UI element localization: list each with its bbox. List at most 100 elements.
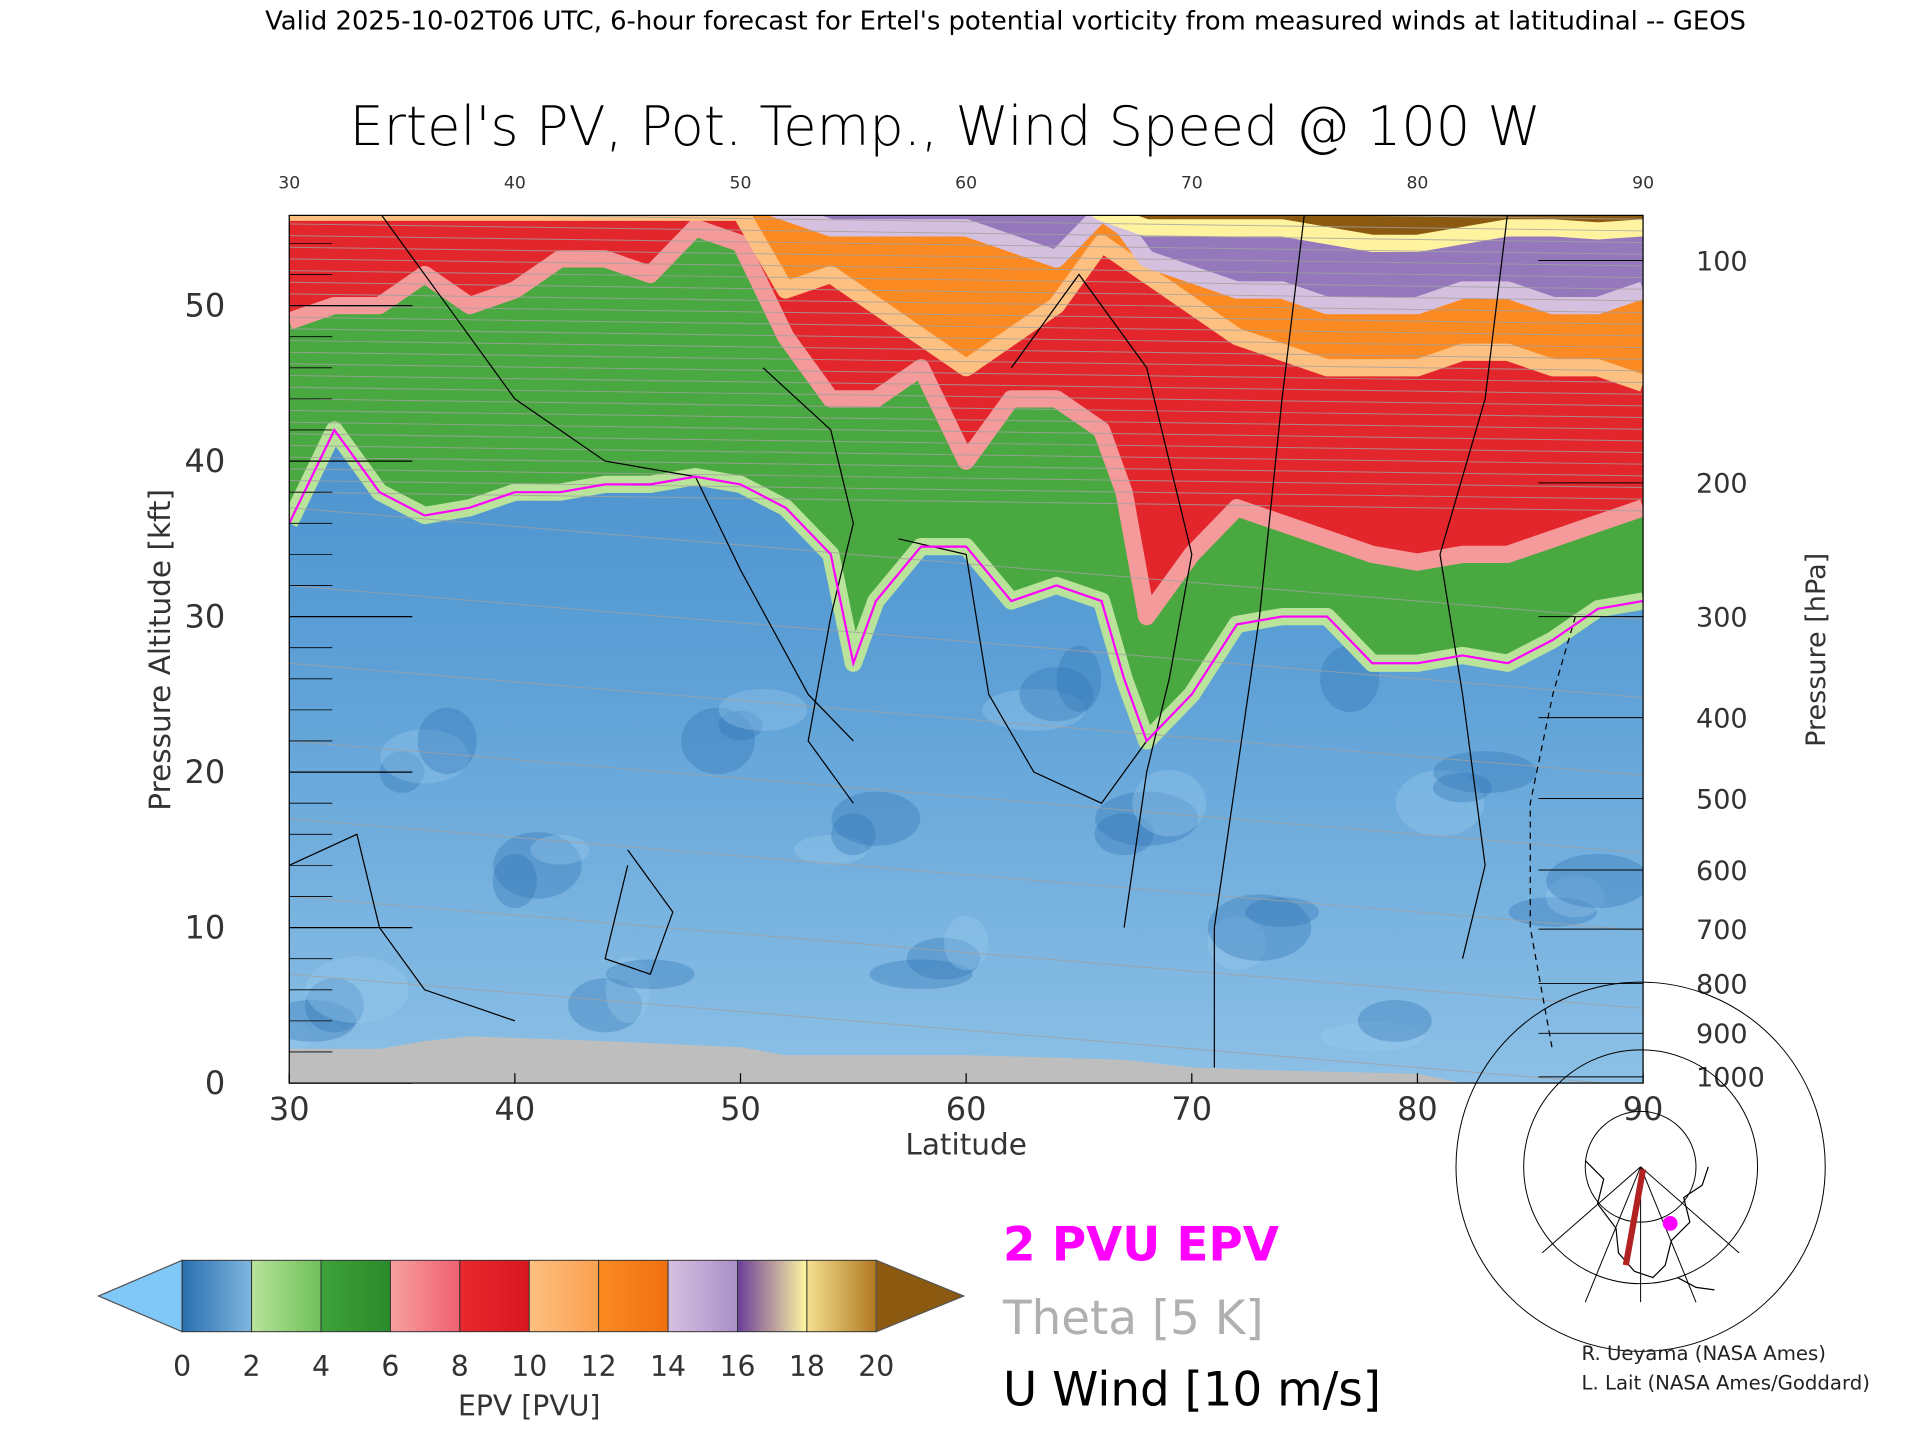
x-tick-label: 40 bbox=[495, 1090, 536, 1128]
credit-line-1: R. Ueyama (NASA Ames) bbox=[1582, 1342, 1826, 1365]
y-tick-label: 0 bbox=[205, 1064, 225, 1102]
colorbar-label: EPV [PVU] bbox=[458, 1389, 601, 1422]
theta-contour bbox=[289, 421, 1644, 442]
colorbar-tick-label: 6 bbox=[381, 1350, 399, 1383]
pv-patch bbox=[1546, 853, 1644, 908]
pv-patch bbox=[906, 937, 981, 980]
colorbar-segment bbox=[459, 1259, 530, 1333]
header-caption: Valid 2025-10-02T06 UTC, 6-hour forecast… bbox=[265, 7, 1746, 37]
theta-contour bbox=[289, 410, 1644, 430]
pv-patch bbox=[492, 853, 538, 909]
pv-patch bbox=[1395, 769, 1485, 837]
colorbar-segment bbox=[320, 1259, 391, 1333]
pressure-tick-label: 200 bbox=[1696, 469, 1748, 500]
x-tick-label: 60 bbox=[946, 1090, 987, 1128]
location-dot bbox=[1662, 1216, 1678, 1231]
pv-band-edge-14 bbox=[768, 215, 1644, 315]
pv-patch bbox=[1545, 875, 1605, 918]
pv-patch bbox=[1433, 751, 1537, 793]
wind-contour bbox=[1439, 215, 1508, 959]
x-tick-label: 50 bbox=[720, 1090, 761, 1128]
x-tick-label: 70 bbox=[1171, 1090, 1212, 1128]
pressure-tick-label: 600 bbox=[1696, 856, 1748, 887]
colorbar-segment bbox=[389, 1259, 461, 1333]
y-tick-label: 30 bbox=[185, 598, 226, 636]
theta-contour bbox=[289, 507, 1644, 621]
pv-patch bbox=[869, 959, 973, 989]
pv-patch bbox=[1019, 667, 1094, 722]
theta-contour bbox=[289, 895, 1644, 1009]
pv-patch bbox=[1433, 772, 1493, 803]
pv-band-edge-18 bbox=[1090, 215, 1644, 252]
x-tick-label: 80 bbox=[1397, 1090, 1438, 1128]
wind-contour bbox=[1010, 273, 1193, 928]
x-top-tick-label: 30 bbox=[278, 173, 300, 193]
theta-contour bbox=[289, 293, 1644, 314]
wind-contour bbox=[604, 849, 674, 976]
x-top-tick-label: 80 bbox=[1406, 173, 1428, 193]
colorbar-tick-label: 8 bbox=[451, 1350, 469, 1383]
pv-patch bbox=[605, 956, 650, 1024]
theta-contour bbox=[479, 215, 1644, 232]
theta-contour bbox=[289, 258, 1644, 279]
pv-patch bbox=[304, 978, 364, 1033]
theta-contour bbox=[289, 398, 1644, 419]
pv-patch bbox=[305, 956, 409, 1024]
x-top-tick-label: 50 bbox=[730, 173, 752, 193]
x-top-tick-label: 40 bbox=[504, 173, 526, 193]
pressure-tick-label: 900 bbox=[1696, 1019, 1748, 1050]
pv-patch bbox=[1207, 916, 1267, 971]
colorbar-tick-label: 18 bbox=[789, 1350, 825, 1383]
y-axis-right-label: Pressure [hPa] bbox=[1801, 553, 1832, 747]
theta-contour bbox=[289, 281, 1644, 302]
theta-contour bbox=[289, 305, 1644, 325]
pv-band-18 bbox=[289, 215, 1644, 244]
x-top-tick-label: 90 bbox=[1632, 173, 1654, 193]
y-axis-label: Pressure Altitude [kft] bbox=[143, 489, 177, 811]
pv-patch bbox=[1132, 769, 1207, 837]
pressure-tick-label: 1000 bbox=[1696, 1063, 1765, 1094]
pv-patch bbox=[568, 978, 643, 1033]
theta-contour bbox=[289, 445, 1644, 465]
colorbar-segment bbox=[598, 1259, 669, 1333]
colorbar-tick-label: 16 bbox=[719, 1350, 755, 1383]
theta-contour bbox=[289, 662, 1644, 776]
theta-contour bbox=[289, 235, 1644, 255]
theta-contour bbox=[289, 818, 1644, 932]
pv-patch bbox=[831, 791, 921, 846]
pv-band-edge-6 bbox=[289, 219, 1644, 626]
colorbar-tick-label: 14 bbox=[650, 1350, 686, 1383]
plot-area bbox=[288, 214, 1644, 1084]
theta-contour bbox=[1325, 215, 1644, 220]
pv-patch bbox=[718, 710, 763, 741]
theta-contour bbox=[289, 328, 1644, 349]
theta-contour bbox=[289, 740, 1644, 854]
theta-contour bbox=[289, 456, 1644, 477]
pv-patch bbox=[793, 835, 868, 865]
wind-contour bbox=[380, 215, 854, 742]
pv-patch bbox=[718, 688, 808, 731]
theta-contour bbox=[289, 480, 1644, 500]
theta-contour bbox=[289, 246, 1644, 267]
pv-patch bbox=[944, 916, 989, 971]
theta-contour bbox=[289, 351, 1644, 372]
colorbar-tick-label: 4 bbox=[312, 1350, 330, 1383]
pressure-tick-label: 500 bbox=[1696, 784, 1748, 815]
pv-patch bbox=[380, 729, 469, 784]
y-tick-label: 10 bbox=[185, 909, 226, 947]
x-tick-label: 90 bbox=[1623, 1090, 1664, 1128]
theta-contour bbox=[289, 316, 1644, 337]
pv-patch bbox=[417, 707, 477, 775]
colorbar-tick-label: 10 bbox=[511, 1350, 547, 1383]
colorbar-segment bbox=[806, 1259, 877, 1333]
pv-patch bbox=[982, 688, 1086, 731]
pv-patch bbox=[681, 707, 755, 775]
pv-patch bbox=[1056, 645, 1102, 713]
theta-contour bbox=[289, 340, 1644, 360]
theta-contour bbox=[289, 386, 1644, 407]
chart-title: Ertel's PV, Pot. Temp., Wind Speed @ 100… bbox=[349, 95, 1540, 158]
pressure-tick-label: 300 bbox=[1696, 602, 1748, 633]
colorbar-tick-label: 12 bbox=[581, 1350, 617, 1383]
colorbar-under-arrow bbox=[96, 1259, 183, 1333]
